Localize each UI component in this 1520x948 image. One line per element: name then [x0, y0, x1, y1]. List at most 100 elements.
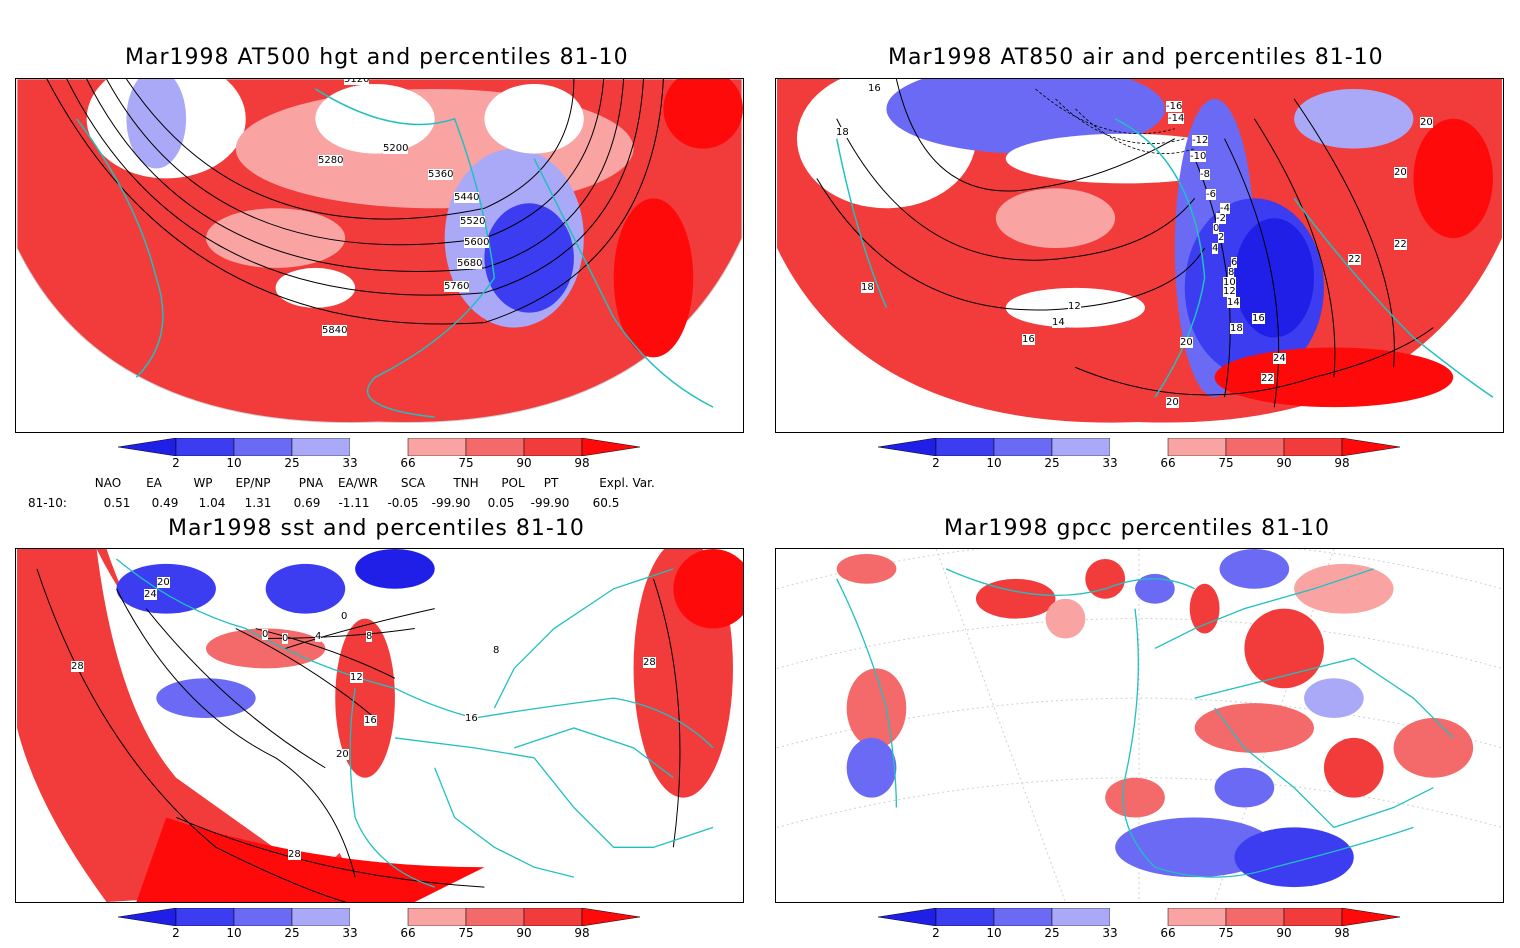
panel2-label-22b: 22	[1394, 239, 1407, 250]
panel3-label-16: 16	[364, 715, 377, 726]
panel2-label-m8: -8	[1200, 169, 1210, 180]
index-value-pt: -99.90	[530, 496, 570, 510]
index-header-pna: PNA	[298, 476, 324, 490]
index-value-sca: -0.05	[387, 496, 419, 510]
index-header-explvar: Expl. Var.	[599, 476, 655, 490]
colorbar-top-left-label-25: 25	[284, 456, 300, 470]
panel1-label-5120: 5120	[344, 79, 370, 85]
index-header-pol: POL	[501, 476, 525, 490]
colorbar-top-left-label-33: 33	[342, 456, 358, 470]
panel2-label-0: 0	[1213, 223, 1220, 234]
panel4-title: Mar1998 gpcc percentiles 81-10	[944, 516, 1331, 541]
colorbar-top-left-label-10: 10	[226, 456, 242, 470]
panel2-label-m10: -10	[1190, 151, 1207, 162]
colorbar-bottom-left-label-2: 2	[172, 926, 180, 940]
panel2-title: Mar1998 AT850 air and percentiles 81-10	[888, 45, 1384, 70]
panel1-label-5600: 5600	[464, 237, 490, 248]
colorbar-top-right-label-33: 33	[1102, 456, 1118, 470]
panel1-map: 5120 5200 5280 5360 5440 5520 5600 5680 …	[15, 78, 744, 433]
panel2-label-6: 6	[1231, 257, 1238, 268]
panel3-label-28: 28	[71, 661, 84, 672]
colorbar-bottom-right-label-33: 33	[1102, 926, 1118, 940]
colorbar-top-right: 2 10 25 33 66 75 90 98	[878, 438, 1408, 478]
colorbar-top-left-label-90: 90	[516, 456, 532, 470]
panel2-label-2: 2	[1218, 232, 1225, 243]
panel3-map: 20 24 28 0 0 4 8 12 16 20 28 16 0 8 28	[15, 548, 744, 903]
panel2-label-m6: -6	[1206, 189, 1216, 200]
colorbar-bottom-right-label-66: 66	[1160, 926, 1176, 940]
panel2-label-16: 16	[1252, 313, 1265, 324]
panel2-label-20a: 20	[1180, 337, 1193, 348]
panel1-label-5760: 5760	[444, 281, 470, 292]
panel3-label-24: 24	[144, 589, 157, 600]
colorbar-top-left-svg	[118, 438, 641, 456]
panel2-label-m2: -2	[1216, 213, 1226, 224]
panel3-map-svg	[17, 549, 743, 902]
colorbar-bottom-right-label-10: 10	[986, 926, 1002, 940]
panel4-map	[775, 548, 1504, 903]
colorbar-bottom-right-label-90: 90	[1276, 926, 1292, 940]
colorbar-top-right-label-90: 90	[1276, 456, 1292, 470]
colorbar-bottom-left-label-66: 66	[400, 926, 416, 940]
panel2-label-18a: 18	[836, 127, 849, 138]
panel2-label-18: 18	[1230, 323, 1243, 334]
index-value-tnh: -99.90	[431, 496, 471, 510]
panel2-label-4: 4	[1212, 243, 1219, 254]
panel2-label-20b: 20	[1394, 167, 1407, 178]
index-header-sca: SCA	[400, 476, 426, 490]
colorbar-top-left-label-2: 2	[172, 456, 180, 470]
colorbar-bottom-right-label-2: 2	[932, 926, 940, 940]
colorbar-top-right-label-10: 10	[986, 456, 1002, 470]
panel3-label-4: 4	[315, 631, 322, 642]
panel3-label-12: 12	[350, 672, 363, 683]
colorbar-top-left-label-98: 98	[574, 456, 590, 470]
panel1-label-5280: 5280	[318, 155, 344, 166]
panel4-map-svg	[776, 549, 1503, 902]
panel2-label-8: 8	[1228, 267, 1235, 278]
index-header-pt: PT	[543, 476, 559, 490]
panel2-label-12: 12	[1223, 286, 1236, 297]
colorbar-top-right-svg	[878, 438, 1401, 456]
panel1-label-5840: 5840	[322, 325, 348, 336]
panel2-label-16a: 16	[868, 83, 881, 94]
panel2-label-20d: 20	[1166, 397, 1179, 408]
index-value-ea: 0.49	[151, 496, 179, 510]
panel2-label-22a: 22	[1348, 254, 1361, 265]
panel2-label-m16: -16	[1166, 101, 1183, 112]
colorbar-top-right-label-75: 75	[1218, 456, 1234, 470]
colorbar-bottom-right-svg	[878, 908, 1401, 926]
panel2-label-22c: 22	[1261, 373, 1274, 384]
panel3-label-0a: 0	[262, 629, 269, 640]
colorbar-bottom-left: 2 10 25 33 66 75 90 98	[118, 908, 648, 948]
panel1-label-5680: 5680	[457, 258, 483, 269]
index-header-tnh: TNH	[453, 476, 479, 490]
index-value-eawr: -1.11	[338, 496, 370, 510]
colorbar-bottom-right-label-75: 75	[1218, 926, 1234, 940]
colorbar-top-left-label-66: 66	[400, 456, 416, 470]
colorbar-top-right-label-2: 2	[932, 456, 940, 470]
panel2-label-24: 24	[1273, 353, 1286, 364]
colorbar-top-left-label-75: 75	[458, 456, 474, 470]
colorbar-bottom-left-label-90: 90	[516, 926, 532, 940]
colorbar-bottom-right-label-25: 25	[1044, 926, 1060, 940]
index-header-epnp: EP/NP	[235, 476, 271, 490]
panel2-map-svg	[777, 79, 1502, 423]
panel3-label-8b: 8	[493, 645, 500, 656]
panel2-label-10: 10	[1223, 277, 1236, 288]
index-value-nao: 0.51	[103, 496, 131, 510]
panel3-label-16b: 16	[465, 713, 478, 724]
index-value-pol: 0.05	[487, 496, 515, 510]
colorbar-top-right-label-25: 25	[1044, 456, 1060, 470]
index-header-ea: EA	[146, 476, 162, 490]
panel1-label-5520: 5520	[460, 216, 486, 227]
index-header-eawr: EA/WR	[337, 476, 379, 490]
panel1-map-svg	[16, 79, 743, 424]
panel2-label-12b: 12	[1068, 301, 1081, 312]
colorbar-top-right-label-66: 66	[1160, 456, 1176, 470]
panel2-label-m12: -12	[1192, 135, 1209, 146]
panel2-label-14b: 14	[1052, 317, 1065, 328]
colorbar-top-right-label-98: 98	[1334, 456, 1350, 470]
panel2-label-m14: -14	[1168, 113, 1185, 124]
colorbar-bottom-left-label-98: 98	[574, 926, 590, 940]
panel2-label-20c: 20	[1420, 117, 1433, 128]
